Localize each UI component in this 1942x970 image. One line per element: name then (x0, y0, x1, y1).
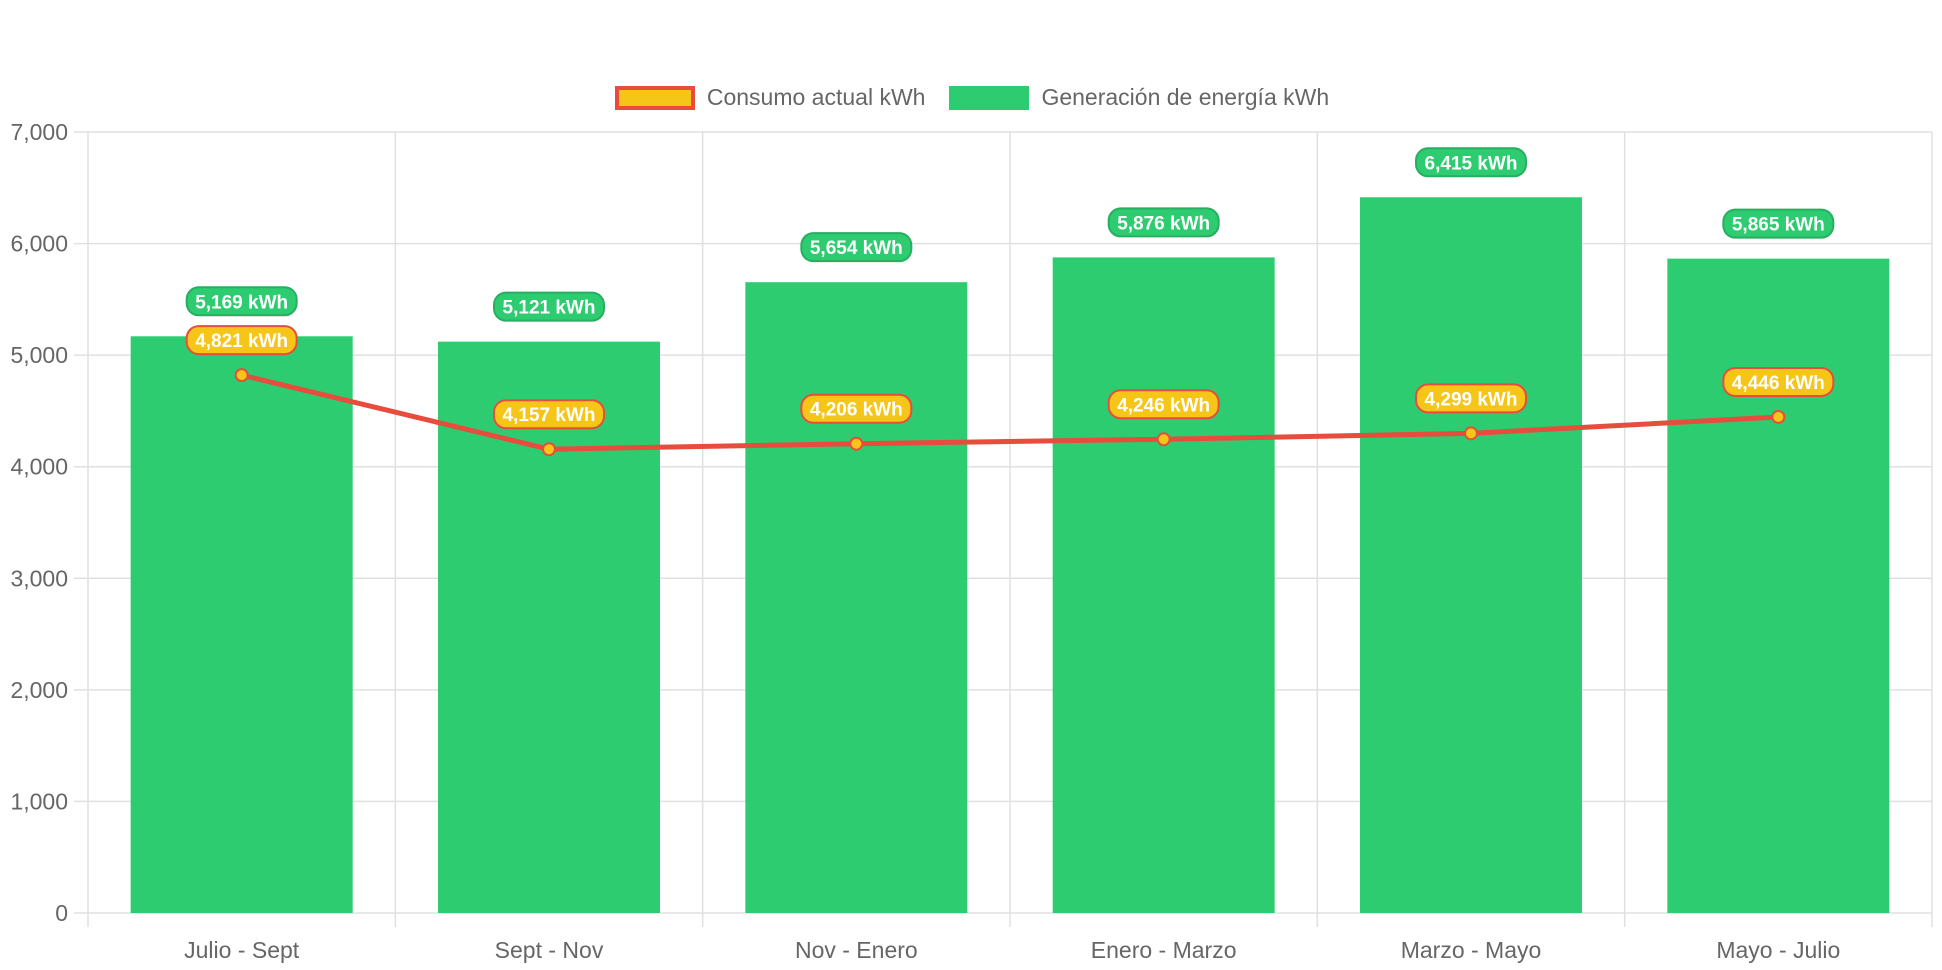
x-tick-label: Julio - Sept (184, 937, 300, 963)
point-consumo[interactable] (542, 442, 556, 457)
point-consumo[interactable] (234, 368, 249, 383)
point-consumo[interactable] (1771, 409, 1786, 424)
data-label-consumo-bg (493, 399, 605, 430)
legend-item-consumo[interactable]: Consumo actual kWh (613, 84, 926, 111)
bar-generacion[interactable] (438, 341, 660, 913)
legend-item-generacion[interactable]: Generación de energía kWh (949, 84, 1329, 111)
data-label-consumo-bg (800, 393, 913, 424)
data-label-consumo: 4,446 kWh (1732, 373, 1825, 394)
y-tick-label: 3,000 (10, 565, 68, 591)
x-tick-label: Nov - Enero (795, 937, 918, 963)
data-label-generacion-bg (493, 291, 605, 322)
y-tick-label: 0 (55, 900, 68, 926)
point-consumo[interactable] (1464, 426, 1478, 441)
legend-swatch-generacion (949, 85, 1030, 110)
data-label-generacion-bg (185, 286, 298, 317)
y-tick-label: 4,000 (10, 454, 68, 480)
bar-generacion[interactable] (1360, 197, 1582, 913)
data-label-consumo: 4,157 kWh (503, 405, 596, 426)
legend-swatch-consumo (614, 85, 695, 110)
data-label-consumo: 4,821 kWh (195, 331, 288, 352)
point-consumo[interactable] (1156, 432, 1171, 447)
x-tick-label: Sept - Nov (495, 937, 604, 963)
y-tick-label: 2,000 (10, 677, 68, 703)
data-label-generacion: 5,654 kWh (810, 238, 903, 259)
data-label-consumo: 4,246 kWh (1117, 395, 1210, 416)
data-label-generacion: 6,415 kWh (1425, 153, 1518, 174)
data-label-consumo-bg (1722, 366, 1835, 397)
data-label-generacion: 5,865 kWh (1732, 215, 1825, 236)
y-tick-label: 5,000 (10, 342, 68, 368)
bar-generacion[interactable] (1052, 257, 1275, 914)
y-tick-label: 6,000 (10, 231, 68, 257)
line-consumo (241, 372, 1779, 452)
point-consumo[interactable] (849, 436, 864, 451)
x-tick-label: Marzo - Mayo (1401, 937, 1542, 963)
data-label-generacion: 5,169 kWh (195, 292, 288, 313)
legend-label-generacion: Generación de energía kWh (1041, 84, 1330, 110)
legend-label-consumo: Consumo actual kWh (706, 84, 926, 110)
data-label-consumo: 4,206 kWh (810, 400, 903, 421)
x-tick-label: Enero - Marzo (1091, 937, 1237, 963)
data-label-generacion-bg (800, 232, 913, 263)
data-label-generacion-bg (1415, 147, 1527, 178)
data-label-generacion: 5,121 kWh (503, 298, 596, 319)
data-label-consumo-bg (1415, 383, 1527, 414)
data-label-consumo: 4,299 kWh (1425, 389, 1518, 410)
bar-generacion[interactable] (745, 282, 968, 913)
data-label-consumo-bg (1107, 389, 1220, 420)
y-tick-label: 1,000 (10, 788, 68, 814)
data-label-generacion: 5,876 kWh (1117, 213, 1210, 234)
data-label-generacion-bg (1107, 207, 1220, 238)
y-tick-label: 7,000 (10, 119, 68, 145)
bar-generacion[interactable] (130, 336, 353, 913)
bar-generacion[interactable] (1667, 258, 1890, 914)
chart-legend: Consumo actual kWh Generación de energía… (0, 84, 1942, 111)
data-label-consumo-bg (185, 325, 298, 356)
x-tick-label: Mayo - Julio (1716, 937, 1840, 963)
data-label-generacion-bg (1722, 208, 1835, 239)
